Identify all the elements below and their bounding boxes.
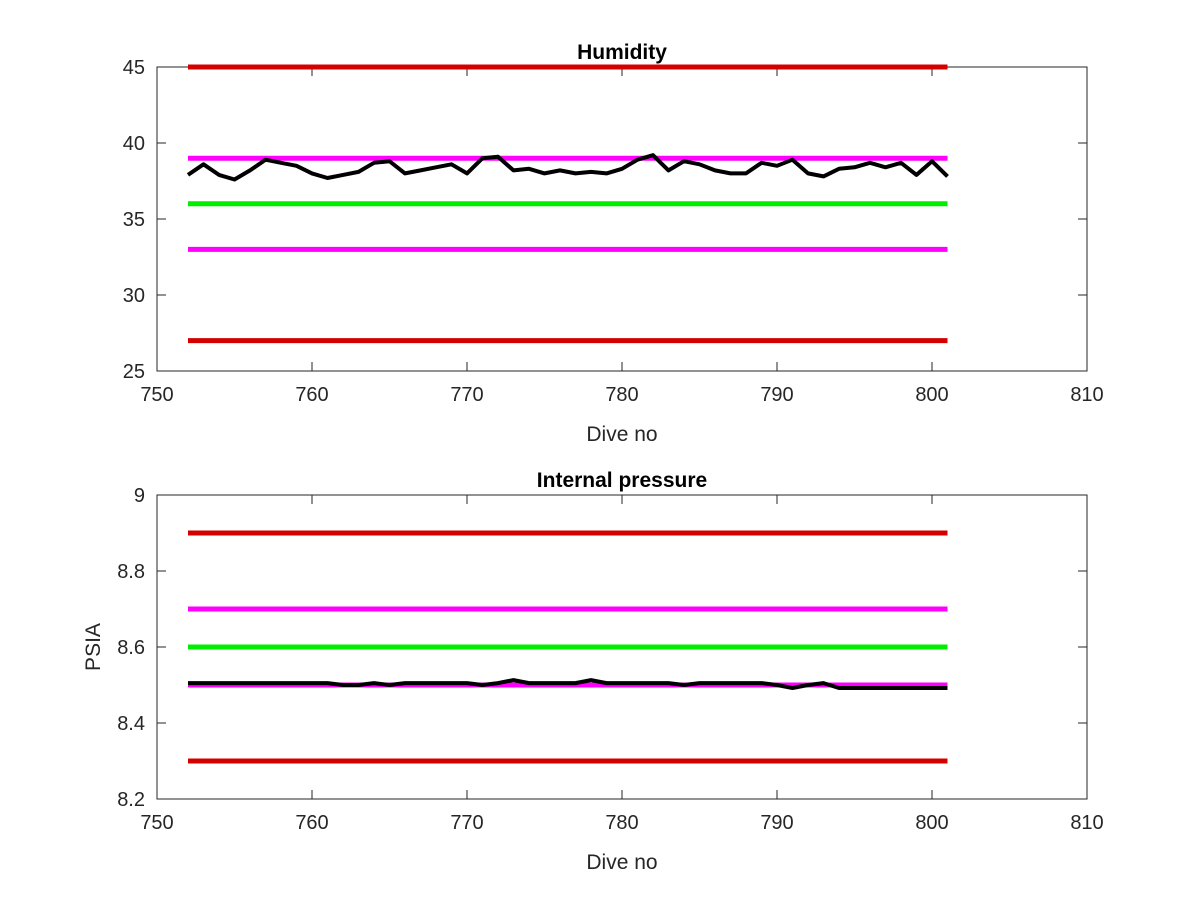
humidity-panel: 750 760 770 780 790 800 810 25 30 35 40 45 Humidity D… xyxy=(123,41,1104,446)
y-tick-label: 8.2 xyxy=(117,789,145,811)
x-axis-label: Dive no xyxy=(586,423,657,446)
x-tick-label: 810 xyxy=(1070,812,1103,834)
chart-title: Internal pressure xyxy=(537,469,707,492)
chart-title: Humidity xyxy=(577,41,667,64)
x-tick-label: 770 xyxy=(450,384,483,406)
y-tick-label: 40 xyxy=(123,133,145,155)
x-tick-label: 750 xyxy=(140,384,173,406)
x-tick-label: 770 xyxy=(450,812,483,834)
x-tick-label: 810 xyxy=(1070,384,1103,406)
x-tick-label: 800 xyxy=(915,384,948,406)
x-axis-label: Dive no xyxy=(586,851,657,874)
y-tick-label: 25 xyxy=(123,361,145,383)
x-tick-label: 790 xyxy=(760,812,793,834)
x-tick-label: 780 xyxy=(605,384,638,406)
y-tick-label: 8.8 xyxy=(117,561,145,583)
y-tick-label: 9 xyxy=(134,485,145,507)
y-tick-label: 30 xyxy=(123,285,145,307)
y-tick-label: 45 xyxy=(123,57,145,79)
x-tick-label: 780 xyxy=(605,812,638,834)
data-series-line xyxy=(186,153,949,182)
data-series-line xyxy=(188,678,948,690)
x-tick-label: 760 xyxy=(295,384,328,406)
y-tick-label: 8.4 xyxy=(117,713,145,735)
y-tick-label: 8.6 xyxy=(117,637,145,659)
x-tick-label: 750 xyxy=(140,812,173,834)
axes-frame xyxy=(156,66,1088,372)
y-tick-label: 35 xyxy=(123,209,145,231)
x-tick-label: 790 xyxy=(760,384,793,406)
internal-pressure-panel: 750 760 770 780 790 800 810 8.2 8.4 8.6 8.8 9 Intern… xyxy=(82,469,1104,874)
x-tick-label: 760 xyxy=(295,812,328,834)
y-axis-label: PSIA xyxy=(82,623,105,671)
x-tick-label: 800 xyxy=(915,812,948,834)
